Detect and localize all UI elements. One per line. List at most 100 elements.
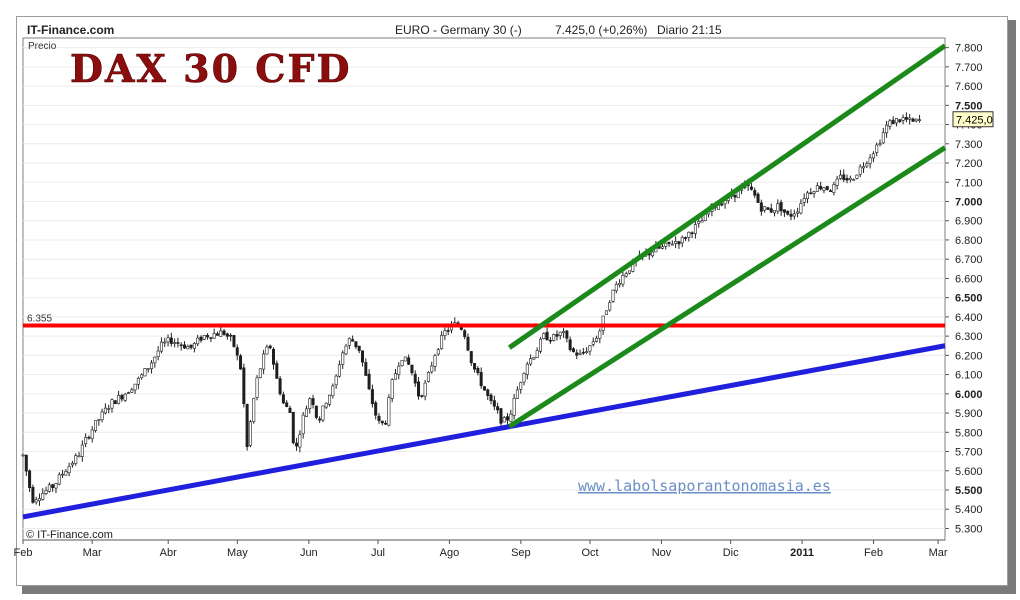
candle-body — [443, 330, 447, 336]
candle-body — [347, 338, 351, 346]
candle-body — [126, 392, 130, 394]
candle-body — [522, 373, 526, 383]
candle-body — [690, 232, 694, 234]
x-tick-label: Abr — [160, 547, 177, 559]
candle-body — [123, 393, 127, 401]
candle-body — [677, 241, 681, 245]
candle-body — [70, 462, 74, 466]
candle-body — [34, 499, 38, 503]
candle-body — [84, 437, 88, 445]
y-axis-label: Precio — [28, 41, 57, 52]
plot-area — [22, 37, 946, 541]
candle-body — [337, 364, 341, 377]
candle-body — [420, 395, 424, 397]
candle-body — [624, 273, 628, 277]
candle-body — [143, 368, 147, 377]
candle-body — [914, 118, 918, 122]
x-tick-label: Oct — [581, 547, 598, 559]
candle-body — [54, 482, 58, 489]
candle-body — [512, 398, 516, 416]
candle-body — [506, 416, 510, 421]
candle-body — [90, 429, 94, 439]
candle-body — [865, 163, 869, 167]
candle-body — [525, 363, 529, 375]
candle-body — [21, 454, 25, 457]
candle-body — [473, 363, 477, 370]
candle-body — [430, 365, 434, 373]
candle-body — [595, 337, 599, 342]
candle-body — [377, 415, 381, 421]
candle-body — [585, 351, 589, 354]
candle-body — [805, 192, 809, 200]
y-tick-label: 7.000 — [955, 196, 983, 208]
copyright-label: © IT-Finance.com — [26, 529, 113, 541]
candle-body — [519, 382, 523, 390]
candle-body — [581, 351, 585, 354]
candle-body — [664, 242, 668, 247]
candle-body — [852, 179, 856, 181]
candle-body — [538, 338, 542, 352]
candle-body — [575, 352, 579, 356]
candle-body — [562, 331, 566, 334]
candle-body — [186, 345, 190, 350]
candle-body — [275, 363, 279, 379]
candle-body — [318, 418, 322, 421]
candle-body — [361, 350, 365, 363]
candle-body — [756, 193, 760, 203]
candle-body — [486, 389, 490, 396]
candle-body — [225, 333, 229, 337]
candle-body — [604, 310, 608, 315]
candle-body — [542, 333, 546, 339]
candle-body — [44, 490, 48, 494]
candle-body — [555, 334, 559, 337]
candle-body — [351, 339, 355, 342]
candle-body — [120, 395, 124, 400]
y-tick-label: 6.600 — [955, 273, 983, 285]
candle-body — [229, 334, 233, 337]
candle-body — [782, 209, 786, 213]
candle-body — [255, 377, 259, 398]
candle-body — [608, 302, 612, 311]
y-tick-label: 5.300 — [955, 523, 983, 535]
y-tick-label: 5.500 — [955, 485, 983, 497]
candle-body — [235, 347, 239, 356]
candle-body — [611, 289, 615, 302]
y-tick-label: 5.600 — [955, 466, 983, 478]
candle-body — [796, 211, 800, 214]
candle-body — [314, 405, 318, 418]
candle-body — [245, 404, 249, 448]
candle-body — [571, 348, 575, 353]
candle-body — [301, 414, 305, 435]
candle-body — [535, 350, 539, 358]
watermark-url: www.labolsaporantonomasia.es — [578, 477, 831, 495]
support-line — [22, 343, 946, 520]
candle-body — [357, 345, 361, 351]
candle-body — [219, 330, 223, 337]
chart-header: IT-Finance.com EURO - Germany 30 (-) 7.4… — [23, 22, 945, 39]
candle-body — [667, 241, 671, 244]
y-tick-label: 7.800 — [955, 43, 983, 55]
candle-body — [862, 166, 866, 169]
y-tick-label: 6.000 — [955, 389, 983, 401]
candle-body — [792, 213, 796, 217]
candle-body — [598, 330, 602, 339]
candle-body — [697, 220, 701, 224]
candle-body — [809, 192, 813, 195]
resistance-label-group: 6.355 — [27, 314, 52, 325]
candle-body — [97, 419, 101, 421]
candle-body — [130, 389, 134, 393]
candle-body — [878, 143, 882, 145]
y-tick-label: 6.800 — [955, 235, 983, 247]
candle-body — [173, 342, 177, 344]
candle-body — [100, 411, 104, 421]
candle-body — [291, 411, 295, 444]
candle-body — [159, 341, 163, 352]
candle-body — [150, 362, 154, 369]
candle-body — [614, 283, 618, 291]
candle-body — [397, 365, 401, 375]
candle-body — [496, 406, 500, 411]
candle-body — [670, 243, 674, 246]
candle-body — [845, 178, 849, 181]
candle-body — [354, 341, 358, 348]
